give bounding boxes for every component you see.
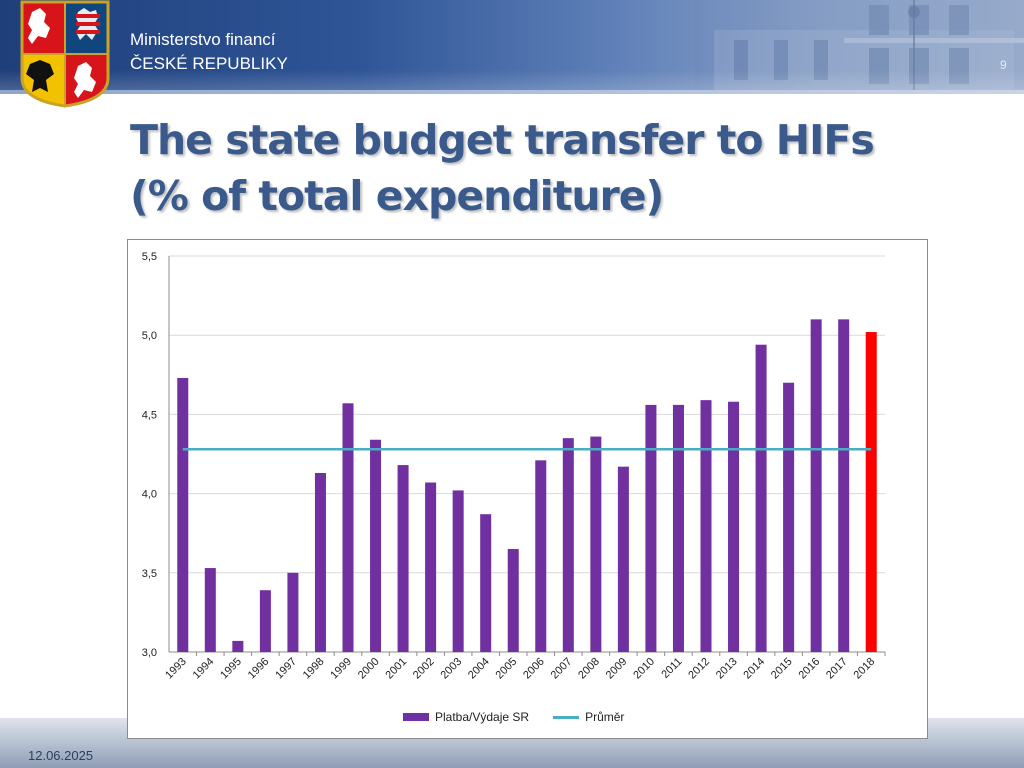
bar-2004 bbox=[480, 514, 492, 652]
slide-title-line-1: The state budget transfer to HIFs bbox=[130, 116, 875, 164]
x-tick-label: 2008 bbox=[576, 656, 602, 682]
y-tick-label: 4,5 bbox=[142, 409, 157, 421]
y-tick-label: 3,5 bbox=[142, 568, 157, 580]
bar-2013 bbox=[728, 401, 740, 652]
x-tick-label: 1993 bbox=[163, 656, 189, 682]
bar-1994 bbox=[204, 568, 216, 652]
bar-1993 bbox=[177, 377, 189, 652]
building-facade-image bbox=[694, 0, 1024, 90]
footer-date: 12.06.2025 bbox=[28, 748, 94, 763]
x-tick-label: 1996 bbox=[246, 656, 272, 682]
x-tick-label: 2002 bbox=[411, 656, 437, 682]
x-tick-label: 2000 bbox=[356, 656, 382, 682]
bar-2012 bbox=[700, 400, 712, 652]
bar-2005 bbox=[507, 549, 519, 652]
bar-2015 bbox=[783, 382, 795, 652]
x-tick-label: 2001 bbox=[383, 656, 409, 682]
x-tick-label: 2013 bbox=[714, 656, 740, 682]
bar-1996 bbox=[259, 590, 271, 652]
legend-swatch-average bbox=[553, 715, 580, 719]
bar-1998 bbox=[314, 473, 326, 652]
bar-2009 bbox=[617, 466, 629, 652]
legend-label-bars: Platba/Výdaje SR bbox=[435, 710, 530, 724]
y-tick-label: 3,0 bbox=[142, 647, 157, 659]
bar-2016 bbox=[810, 319, 822, 652]
bar-2008 bbox=[590, 436, 602, 652]
y-tick-label: 5,0 bbox=[142, 330, 157, 342]
bar-1997 bbox=[287, 572, 299, 652]
bar-2000 bbox=[370, 439, 382, 652]
slide-title-line-2: (% of total expenditure) bbox=[130, 172, 664, 220]
x-tick-label: 2005 bbox=[494, 656, 520, 682]
x-tick-label: 2007 bbox=[549, 656, 575, 682]
bar-2001 bbox=[397, 465, 409, 652]
x-tick-label: 2011 bbox=[659, 656, 684, 681]
x-tick-label: 2003 bbox=[438, 656, 464, 682]
bar-2010 bbox=[645, 404, 657, 652]
y-tick-label: 5,5 bbox=[142, 251, 157, 263]
bar-2002 bbox=[425, 482, 437, 652]
header-divider bbox=[0, 90, 1024, 94]
x-tick-label: 2004 bbox=[466, 656, 492, 682]
x-tick-label: 2010 bbox=[631, 656, 657, 682]
bar-2017 bbox=[838, 319, 850, 652]
bar-2007 bbox=[562, 438, 574, 652]
bar-2003 bbox=[452, 490, 464, 652]
x-tick-label: 1997 bbox=[273, 656, 299, 682]
header-banner bbox=[0, 0, 1024, 90]
bar-2006 bbox=[535, 460, 547, 652]
legend-item-average: Průměr bbox=[553, 710, 624, 724]
legend-label-average: Průměr bbox=[585, 710, 625, 724]
x-tick-label: 1998 bbox=[301, 656, 327, 682]
chart-container: 3,0 3,5 4,0 4,5 5,0 5,5 1993 1994 1995 1996 1997 19… bbox=[127, 239, 928, 739]
bar-2014 bbox=[755, 344, 767, 652]
legend-swatch-bars bbox=[403, 713, 429, 721]
ministry-line-1: Ministerstvo financí bbox=[130, 30, 276, 49]
chart-legend: Platba/Výdaje SR Průměr bbox=[403, 709, 648, 725]
bar-2011 bbox=[672, 404, 684, 652]
bar-1995 bbox=[232, 640, 244, 652]
x-tick-label: 2016 bbox=[796, 656, 822, 682]
x-tick-label: 1995 bbox=[218, 656, 244, 682]
x-tick-label: 1994 bbox=[191, 656, 217, 682]
x-tick-label: 2017 bbox=[824, 656, 850, 682]
x-tick-label: 2006 bbox=[521, 656, 547, 682]
slide-number: 9 bbox=[1000, 58, 1007, 72]
x-tick-label: 2009 bbox=[604, 656, 630, 682]
x-tick-label: 2018 bbox=[852, 656, 878, 682]
x-tick-label: 2014 bbox=[741, 656, 767, 682]
bar-1999 bbox=[342, 403, 354, 652]
ministry-line-2: ČESKÉ REPUBLIKY bbox=[130, 54, 288, 73]
y-tick-label: 4,0 bbox=[142, 489, 157, 501]
x-tick-label: 1999 bbox=[328, 656, 354, 682]
czech-coat-of-arms-icon bbox=[20, 0, 110, 108]
x-tick-label: 2012 bbox=[686, 656, 712, 682]
bar-2018 bbox=[865, 332, 877, 652]
x-tick-label: 2015 bbox=[769, 656, 795, 682]
slide-title: The state budget transfer to HIFs (% of … bbox=[130, 112, 875, 224]
ministry-name: Ministerstvo financí ČESKÉ REPUBLIKY bbox=[130, 28, 288, 76]
legend-item-bars: Platba/Výdaje SR bbox=[403, 710, 529, 724]
